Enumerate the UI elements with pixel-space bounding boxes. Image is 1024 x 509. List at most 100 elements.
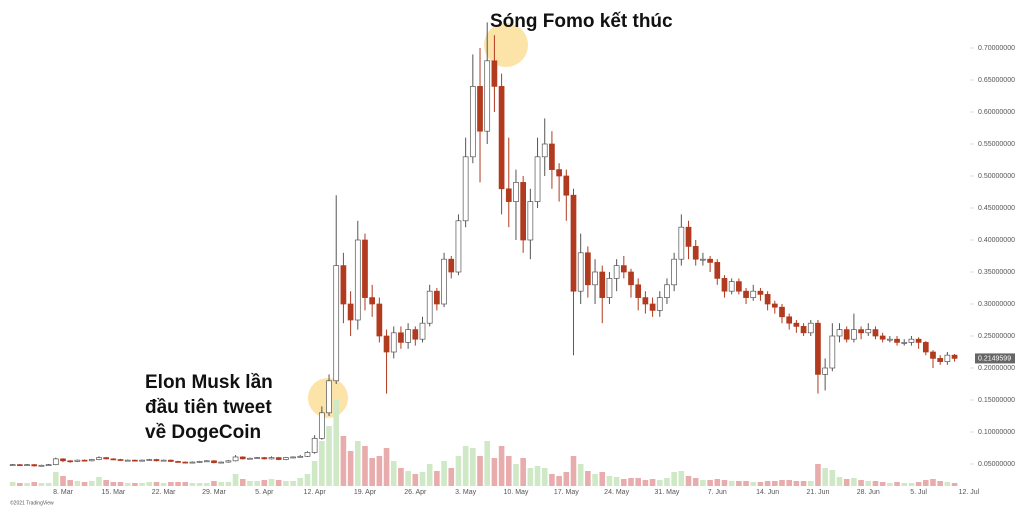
last-price-box (975, 353, 1015, 364)
candle-body (38, 464, 45, 467)
candle-body (577, 252, 584, 292)
volume-bar (944, 482, 951, 486)
candle-body (304, 452, 311, 457)
volume-bar (527, 468, 534, 486)
candle-body (534, 156, 541, 202)
volume-bar (613, 477, 620, 486)
volume-bar (297, 478, 304, 486)
volume-bar (218, 482, 224, 486)
volume-bar (498, 446, 505, 486)
volume-bar (764, 481, 771, 486)
candle-body (211, 460, 217, 464)
y-tick-label: 0.50000000 (978, 173, 1015, 180)
candle-body (707, 258, 713, 263)
volume-bar (484, 441, 491, 486)
candle-body (124, 459, 131, 462)
candle-body (88, 459, 95, 462)
y-tick-label: 0.60000000 (978, 109, 1015, 116)
candle-body (757, 290, 764, 295)
plot: 0.05000000 0.10000000 0.15000000 0.20000000… (9, 22, 1015, 496)
volume-bar (470, 448, 476, 486)
candle-body (592, 271, 598, 286)
volume-bar (786, 480, 792, 486)
candle-body (649, 303, 656, 311)
candle-body (45, 464, 52, 466)
volume-bar (168, 482, 174, 486)
volume-bar (577, 464, 584, 486)
y-tick-label: 0.40000000 (978, 237, 1015, 244)
volume-bar (872, 481, 879, 486)
candle-body (764, 294, 771, 305)
x-tick-label: 22. Mar (152, 489, 176, 496)
candle-body (67, 460, 74, 463)
volume-bar (362, 446, 368, 486)
volume-bar (153, 482, 160, 486)
candle-body (31, 464, 38, 467)
candle-body (700, 258, 706, 261)
candle-body (793, 322, 800, 327)
volume-bar (369, 458, 375, 486)
candle-body (858, 329, 864, 334)
volume-bar (707, 480, 713, 486)
candle-body (160, 459, 167, 462)
volume-bar (88, 481, 95, 486)
annotation-left: Elon Musk lần (145, 372, 273, 393)
volume-bar (915, 482, 922, 486)
volume-bar (45, 483, 52, 486)
candle-body (585, 252, 591, 286)
volume-bar (74, 481, 81, 486)
volume-bar (628, 478, 634, 486)
candle-body (275, 457, 282, 460)
candle-body (951, 354, 958, 359)
volume-bar (81, 482, 88, 486)
volume-bar (326, 426, 332, 486)
candle-body (9, 464, 16, 466)
last-price-label: 0.2149599 (978, 355, 1011, 362)
volume-bar (17, 483, 23, 486)
volume-bar (592, 474, 598, 486)
volume-bar (103, 480, 109, 486)
candle-body (247, 457, 253, 460)
volume-bar (31, 482, 38, 486)
volume-bar (743, 481, 749, 486)
candle-body (714, 262, 721, 279)
candle-body (721, 278, 728, 292)
candle-body (146, 459, 153, 461)
candle-body (261, 457, 268, 460)
candle-body (383, 335, 390, 353)
volume-bar (951, 483, 958, 486)
volume-bar (671, 472, 677, 486)
candle-body (225, 460, 232, 463)
candle-body (671, 258, 678, 286)
candle-body (879, 335, 886, 340)
y-tick-label: 0.70000000 (978, 45, 1015, 52)
candle-body (462, 156, 469, 222)
y-tick-label: 0.15000000 (978, 397, 1015, 404)
volume-bar (621, 479, 627, 486)
volume-bar (800, 481, 807, 486)
candle-body (376, 303, 383, 337)
volume-bar (290, 481, 296, 486)
candle-body (369, 297, 376, 305)
volume-bar (851, 478, 857, 486)
candle-body (419, 322, 426, 340)
candle-body (807, 322, 814, 334)
candle-body (872, 329, 879, 337)
volume-bar (340, 436, 347, 486)
volume-bar (750, 482, 757, 486)
x-tick-label: 31. May (655, 489, 680, 496)
volume-bar (268, 479, 275, 486)
candle-body (692, 246, 699, 260)
candle-body (836, 329, 843, 337)
volume-bar (390, 461, 397, 486)
candle-body (448, 258, 455, 273)
candle-body (426, 290, 433, 324)
candle-body (441, 258, 447, 305)
candle-body (218, 461, 225, 464)
candle-body (117, 459, 124, 461)
candle-body (81, 459, 88, 462)
volume-bar (448, 468, 455, 486)
volume-bar (736, 481, 742, 486)
candle-body (922, 342, 929, 353)
